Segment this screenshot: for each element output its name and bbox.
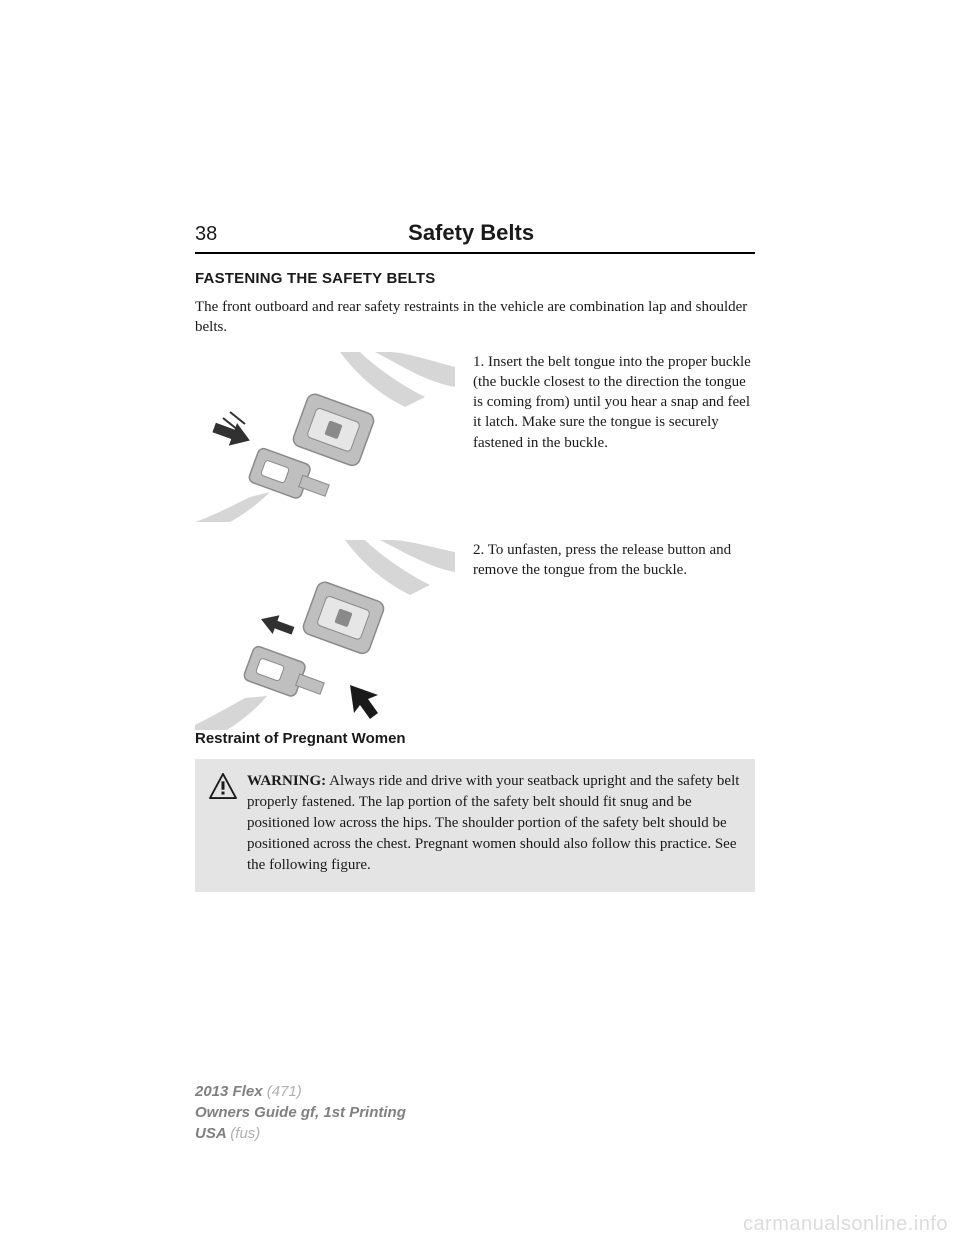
- step-2-text: 2. To unfasten, press the release button…: [473, 540, 755, 581]
- step-2-illustration: [195, 540, 455, 710]
- footer-code: (471): [267, 1083, 302, 1100]
- watermark: carmanualsonline.info: [743, 1213, 948, 1236]
- footer-guide: Owners Guide gf, 1st Printing: [195, 1102, 406, 1123]
- step-1-text: 1. Insert the belt tongue into the prope…: [473, 352, 755, 453]
- footer-region-code: (fus): [230, 1125, 260, 1142]
- intro-text: The front outboard and rear safety restr…: [195, 297, 755, 338]
- manual-page: 38 Safety Belts FASTENING THE SAFETY BEL…: [0, 0, 960, 1242]
- footer: 2013 Flex (471) Owners Guide gf, 1st Pri…: [195, 1081, 406, 1144]
- chapter-title: Safety Belts: [187, 220, 755, 246]
- subsection-title: Restraint of Pregnant Women: [195, 730, 755, 747]
- warning-label: WARNING:: [247, 773, 326, 789]
- warning-box: WARNING: Always ride and drive with your…: [195, 759, 755, 892]
- footer-model: 2013 Flex: [195, 1083, 263, 1100]
- warning-icon: [209, 773, 237, 799]
- step-2: 2. To unfasten, press the release button…: [195, 540, 755, 710]
- step-1-illustration: [195, 352, 455, 522]
- footer-region: USA: [195, 1125, 226, 1142]
- header-rule: [195, 252, 755, 254]
- warning-text: WARNING: Always ride and drive with your…: [247, 771, 741, 876]
- step-1: 1. Insert the belt tongue into the prope…: [195, 352, 755, 522]
- page-header: 38 Safety Belts: [195, 220, 755, 246]
- section-title: FASTENING THE SAFETY BELTS: [195, 270, 755, 287]
